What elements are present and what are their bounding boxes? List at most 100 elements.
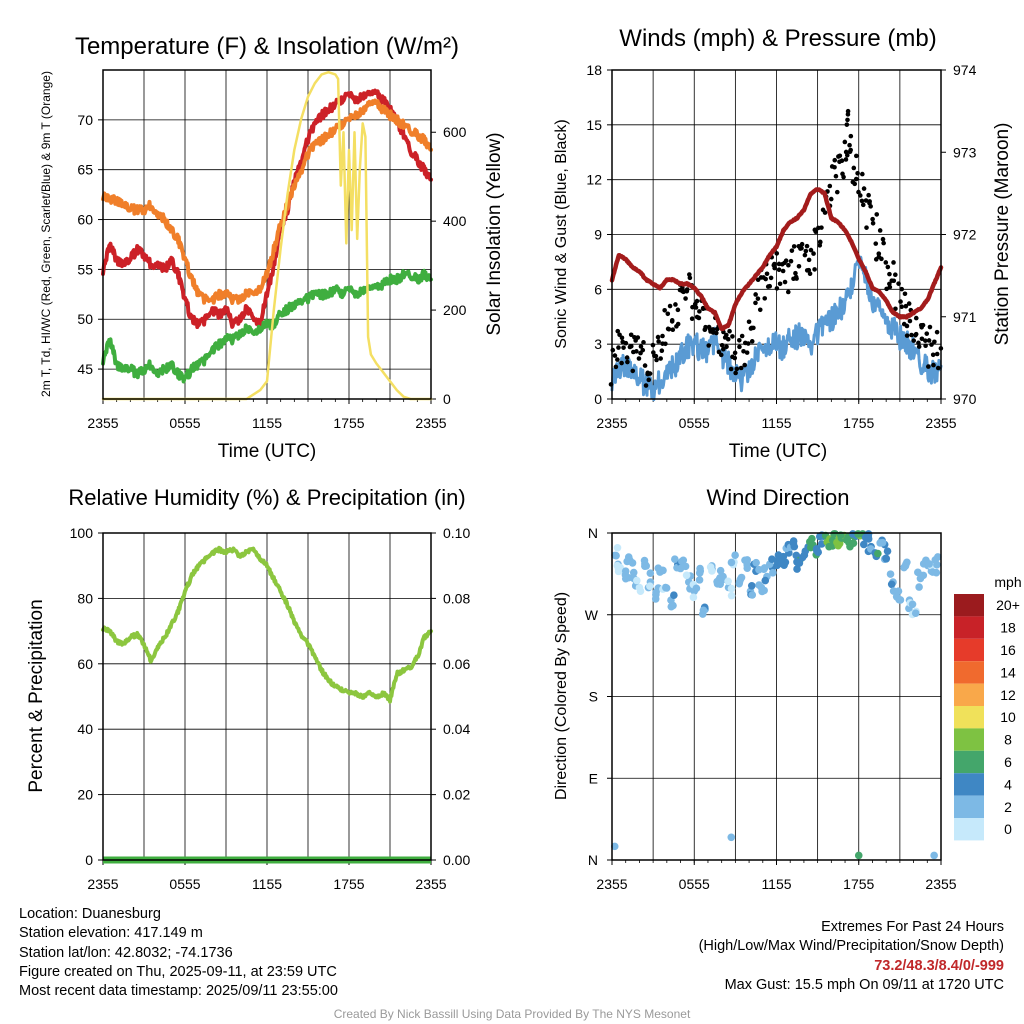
gust-point xyxy=(613,364,619,370)
direction-point xyxy=(789,539,798,547)
gust-point xyxy=(653,353,659,359)
y-tick-label: N xyxy=(588,525,598,541)
gust-point xyxy=(876,251,882,256)
direction-point xyxy=(613,543,622,552)
gust-point xyxy=(817,239,823,245)
gust-point xyxy=(777,281,783,287)
plot-border xyxy=(102,69,432,400)
plot-border xyxy=(102,532,432,861)
direction-point xyxy=(727,558,736,567)
direction-point xyxy=(930,851,938,860)
gust-point xyxy=(799,245,804,251)
gust-point xyxy=(868,204,873,209)
x-tick-label: 2355 xyxy=(415,415,446,431)
gust-point xyxy=(903,303,909,309)
gust-point xyxy=(898,299,903,304)
gust-point xyxy=(927,324,933,330)
gust-point xyxy=(866,192,871,198)
x-tick-label: 1755 xyxy=(843,415,874,431)
gust-point xyxy=(893,272,898,278)
gust-point xyxy=(783,258,789,263)
gust-point xyxy=(619,360,624,366)
direction-point xyxy=(727,591,736,600)
direction-point xyxy=(854,851,863,860)
gust-point xyxy=(774,251,780,256)
gust-point xyxy=(819,225,824,230)
gust-point xyxy=(749,339,755,344)
x-tick-label: 2355 xyxy=(925,415,956,431)
gust-point xyxy=(813,229,819,235)
colorbar-label: 14 xyxy=(1000,664,1016,680)
colorbar-swatch xyxy=(954,661,984,684)
gust-point xyxy=(655,334,661,340)
plot-border xyxy=(611,532,942,861)
direction-panel: Wind Direction 2355 0555 1155 1755 2355 N E S W N D… xyxy=(553,485,957,892)
direction-point xyxy=(727,584,736,593)
gust-point xyxy=(860,202,866,208)
x-tick-label: 2355 xyxy=(415,876,446,892)
gust-point xyxy=(873,241,879,246)
gust-point xyxy=(791,244,797,249)
colorbar-swatch xyxy=(954,616,984,639)
gust-point xyxy=(666,326,672,332)
direction-point xyxy=(915,583,923,591)
x-tick-label: 2355 xyxy=(87,415,118,431)
y2-tick-label: 0.04 xyxy=(443,721,470,737)
gust-point xyxy=(635,335,641,340)
direction-point xyxy=(743,564,752,572)
gust-point xyxy=(734,366,740,372)
y-tick-label: 9 xyxy=(594,227,602,243)
gust-point xyxy=(733,370,738,376)
direction-point xyxy=(932,568,941,577)
direction-point xyxy=(676,564,685,573)
y2-tick-label: 0.10 xyxy=(443,525,470,541)
y-axis-label-right: Solar Insolation (Yellow) xyxy=(484,132,505,335)
gust-point xyxy=(924,331,930,336)
gust-point xyxy=(891,260,896,265)
y2-tick-label: 971 xyxy=(953,309,977,325)
y2-tick-label: 200 xyxy=(443,302,467,318)
gust-point xyxy=(803,248,809,254)
gust-point xyxy=(883,260,889,265)
colorbar-label: 16 xyxy=(1000,642,1016,658)
gust-point xyxy=(697,309,702,314)
colorbar-label: 8 xyxy=(1004,732,1012,748)
gust-point xyxy=(753,300,758,306)
gust-point xyxy=(853,176,859,182)
gust-point xyxy=(931,362,936,368)
gust-point xyxy=(764,271,770,277)
gust-point xyxy=(714,330,719,336)
y-tick-label: 70 xyxy=(77,112,93,128)
direction-point xyxy=(887,580,896,589)
gust-point xyxy=(880,236,886,242)
gust-point xyxy=(796,264,802,269)
colorbar-swatch xyxy=(954,795,984,818)
gust-point xyxy=(751,325,756,331)
y2-tick-label: 0.06 xyxy=(443,656,470,672)
y-axis-label-left: Percent & Precipitation xyxy=(26,599,47,792)
y-tick-label: E xyxy=(589,770,598,786)
gust-point xyxy=(874,212,880,217)
gust-point xyxy=(634,349,639,354)
gust-point xyxy=(885,264,891,270)
x-tick-label: 0555 xyxy=(679,415,710,431)
gust-point xyxy=(745,341,751,346)
gust-point xyxy=(828,196,834,202)
gust-point xyxy=(893,306,898,312)
gust-point xyxy=(673,302,678,307)
latlon-text: Station lat/lon: 42.8032; -74.1736 xyxy=(19,944,233,961)
gust-point xyxy=(848,147,853,153)
gust-point xyxy=(732,355,738,361)
colorbar-swatch xyxy=(954,750,984,774)
gust-point xyxy=(879,256,884,262)
gust-point xyxy=(788,258,794,264)
y-tick-label: 12 xyxy=(586,172,602,188)
gust-point xyxy=(902,291,908,297)
gust-point xyxy=(741,348,746,354)
gust-point xyxy=(861,186,867,191)
direction-point xyxy=(769,568,777,577)
direction-point xyxy=(748,591,757,599)
gust-point xyxy=(774,286,780,291)
y-axis-label-left: Direction (Colored By Speed) xyxy=(553,592,570,800)
direction-point xyxy=(919,560,928,568)
